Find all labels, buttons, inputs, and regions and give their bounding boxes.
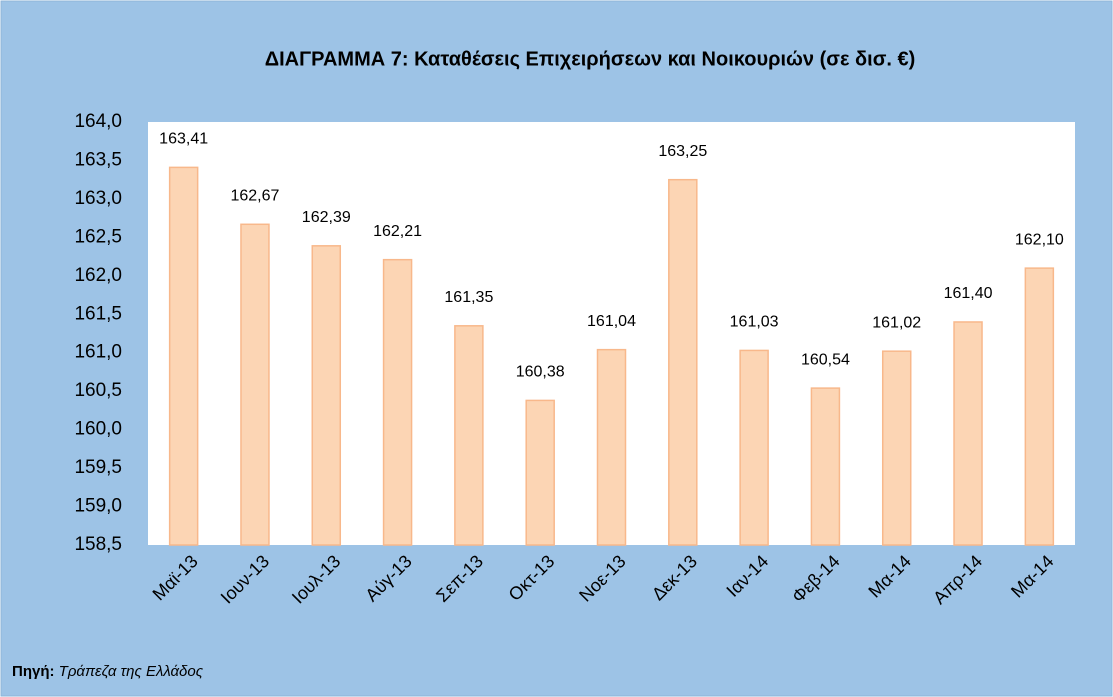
y-tick-label: 159,0: [74, 496, 122, 517]
bar: [1024, 267, 1055, 546]
y-tick-label: 162,5: [74, 226, 122, 247]
bar: [311, 245, 342, 546]
bar: [739, 349, 769, 546]
value-label: 162,67: [230, 188, 279, 205]
bar: [953, 321, 983, 546]
chart-title: ΔΙΑΓΡΑΜΜΑ 7: Καταθέσεις Επιχειρήσεων και…: [265, 48, 916, 70]
bar: [168, 166, 199, 546]
bar: [881, 350, 912, 546]
y-tick-label: 163,5: [74, 149, 122, 170]
y-tick-label: 162,0: [74, 265, 122, 286]
bar: [454, 325, 484, 546]
bar: [668, 178, 698, 546]
y-tick-label: 161,5: [74, 303, 122, 324]
y-tick-label: 160,5: [74, 380, 122, 401]
bar: [240, 223, 270, 546]
value-label: 162,10: [1015, 231, 1064, 248]
y-tick-label: 164,0: [74, 111, 122, 132]
y-tick-label: 160,0: [74, 419, 122, 440]
value-label: 161,04: [587, 313, 636, 330]
source-label: Πηγή:: [12, 663, 55, 680]
source: Πηγή: Τράπεζα της Ελλάδος: [12, 663, 204, 680]
value-label: 162,21: [373, 223, 422, 240]
y-tick-label: 159,5: [74, 457, 122, 478]
value-label: 163,25: [658, 143, 707, 160]
y-tick-label: 163,0: [74, 188, 122, 209]
y-tick-label: 161,0: [74, 342, 122, 363]
value-label: 161,02: [872, 314, 921, 331]
value-label: 162,39: [302, 209, 351, 226]
value-label: 160,54: [801, 351, 850, 368]
bar: [810, 387, 841, 546]
value-label: 161,35: [444, 289, 493, 306]
value-label: 161,40: [944, 285, 993, 302]
bar: [382, 258, 413, 546]
value-label: 163,41: [159, 131, 208, 148]
bar: [596, 348, 627, 546]
bar: [525, 399, 555, 546]
value-label: 160,38: [516, 364, 565, 381]
value-label: 161,03: [730, 314, 779, 331]
source-text: Τράπεζα της Ελλάδος: [59, 663, 204, 680]
y-tick-label: 158,5: [74, 534, 122, 555]
